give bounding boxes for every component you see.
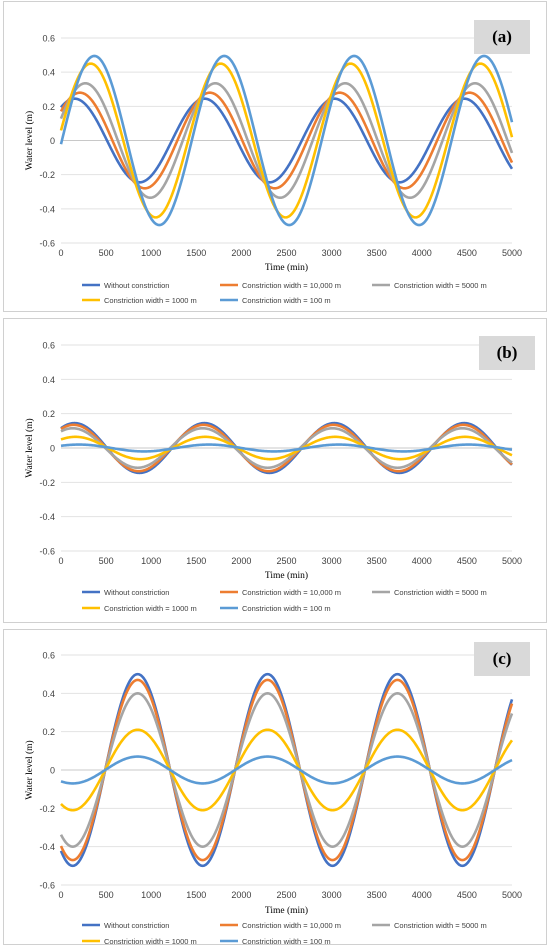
panel-label-c: (c) — [474, 642, 530, 676]
y-tick-label: 0.2 — [42, 727, 55, 737]
x-tick-label: 0 — [58, 248, 63, 258]
legend-item-label: Constriction width = 1000 m — [104, 296, 197, 305]
y-tick-label: 0 — [50, 444, 55, 454]
y-tick-label: -0.6 — [39, 239, 55, 249]
y-tick-label: 0 — [50, 766, 55, 776]
x-tick-label: 3000 — [322, 890, 342, 900]
panel-c: 0.6 0.4 0.2 0 -0.2 -0.4 -0.6 0 500 1000 1500 2000 25… — [3, 629, 547, 947]
y-tick-label: -0.4 — [39, 204, 55, 214]
y-axis-label: Water level (m) — [24, 418, 35, 477]
legend-item-label: Without constriction — [104, 281, 169, 290]
legend-item-label: Constriction width = 10,000 m — [242, 588, 341, 597]
x-tick-label: 4000 — [412, 248, 432, 258]
x-tick-label: 3000 — [322, 556, 342, 566]
x-tick-label: 4500 — [457, 890, 477, 900]
x-tick-label: 2500 — [276, 890, 296, 900]
y-tick-label: 0.6 — [42, 34, 55, 44]
series-line-b-2 — [60, 426, 513, 470]
y-tick-label: -0.2 — [39, 170, 55, 180]
legend-item-label: Constriction width = 5000 m — [394, 281, 487, 290]
x-tick-label: 1000 — [141, 248, 161, 258]
x-tick-label: 0 — [58, 556, 63, 566]
x-tick-label: 2000 — [231, 890, 251, 900]
x-tick-label: 2500 — [276, 248, 296, 258]
x-tick-label: 5000 — [502, 890, 522, 900]
x-tick-label: 2000 — [231, 248, 251, 258]
series-line-b-4 — [60, 443, 513, 453]
chart-b: 0.60.40.20-0.2-0.4-0.60 500 1000 1500 2000 25… — [24, 341, 522, 614]
x-tick-label: 4500 — [457, 248, 477, 258]
x-tick-label: 4000 — [412, 890, 432, 900]
x-axis-label: Time (min) — [265, 570, 308, 581]
y-axis-label: Water level (m) — [24, 111, 35, 170]
y-tick-label: -0.4 — [39, 512, 55, 522]
legend-item-label: Constriction width = 5000 m — [394, 921, 487, 930]
x-tick-label: 5000 — [502, 556, 522, 566]
x-tick-label: 4500 — [457, 556, 477, 566]
x-tick-label: 500 — [99, 890, 114, 900]
x-tick-label: 3500 — [367, 890, 387, 900]
legend-item-label: Constriction width = 1000 m — [104, 604, 197, 613]
x-tick-label: 1500 — [186, 890, 206, 900]
legend-item-label: Constriction width = 1000 m — [104, 937, 197, 946]
x-axis-label: Time (min) — [265, 262, 308, 273]
series-line-c-3 — [60, 728, 514, 812]
y-tick-label: 0 — [50, 136, 55, 146]
series-line-a-3 — [59, 62, 514, 219]
x-tick-label: 3000 — [322, 248, 342, 258]
x-tick-label: 1500 — [186, 248, 206, 258]
y-axis-label: Water level (m) — [24, 740, 35, 799]
x-tick-label: 4000 — [412, 556, 432, 566]
y-tick-label: 0.4 — [42, 375, 55, 385]
y-tick-label: -0.6 — [39, 881, 55, 891]
series-line-c-4 — [60, 755, 513, 785]
x-tick-label: 2500 — [276, 556, 296, 566]
y-tick-label: 0.2 — [42, 409, 55, 419]
panel-label-a: (a) — [474, 20, 530, 54]
legend-item-label: Constriction width = 10,000 m — [242, 921, 341, 930]
x-axis-label: Time (min) — [265, 905, 308, 916]
x-tick-label: 3500 — [367, 248, 387, 258]
y-tick-label: -0.2 — [39, 478, 55, 488]
series-line-c-2 — [59, 692, 514, 848]
legend-item-label: Constriction width = 100 m — [242, 296, 331, 305]
y-tick-label: 0.6 — [42, 651, 55, 661]
x-tick-label: 5000 — [502, 248, 522, 258]
x-tick-label: 1000 — [141, 890, 161, 900]
legend-item-label: Without constriction — [104, 921, 169, 930]
series-line-a-4 — [59, 54, 514, 227]
legend-item-label: Without constriction — [104, 588, 169, 597]
legend-item-label: Constriction width = 5000 m — [394, 588, 487, 597]
x-tick-label: 1000 — [141, 556, 161, 566]
legend-item-label: Constriction width = 100 m — [242, 604, 331, 613]
panel-a: 0.6 0.4 0.2 0 -0.2 -0.4 -0.6 0 500 1000 1500 2000 25… — [3, 1, 547, 312]
series-line-b-3 — [60, 435, 513, 461]
x-tick-label: 500 — [99, 248, 114, 258]
chart-c: 0.60.40.20-0.2-0.4-0.60 500 1000 1500 2000 25… — [24, 651, 522, 947]
y-tick-label: 0.2 — [42, 102, 55, 112]
x-tick-label: 2000 — [231, 556, 251, 566]
y-tick-label: 0.4 — [42, 68, 55, 78]
legend-item-label: Constriction width = 100 m — [242, 937, 331, 946]
y-tick-label: -0.2 — [39, 804, 55, 814]
x-tick-label: 500 — [99, 556, 114, 566]
x-tick-label: 1500 — [186, 556, 206, 566]
y-tick-label: 0.6 — [42, 341, 55, 351]
y-tick-label: -0.4 — [39, 842, 55, 852]
chart-a: 0.60.40.20-0.2-0.4-0.60 500 1000 1500 2000 25… — [24, 34, 522, 306]
panel-b: 0.6 0.4 0.2 0 -0.2 -0.4 -0.6 0 500 1000 1500 2000 25… — [3, 318, 547, 623]
legend-item-label: Constriction width = 10,000 m — [242, 281, 341, 290]
y-tick-label: -0.6 — [39, 547, 55, 557]
x-tick-label: 0 — [58, 890, 63, 900]
panel-label-b: (b) — [479, 336, 535, 370]
x-tick-label: 3500 — [367, 556, 387, 566]
y-tick-label: 0.4 — [42, 689, 55, 699]
